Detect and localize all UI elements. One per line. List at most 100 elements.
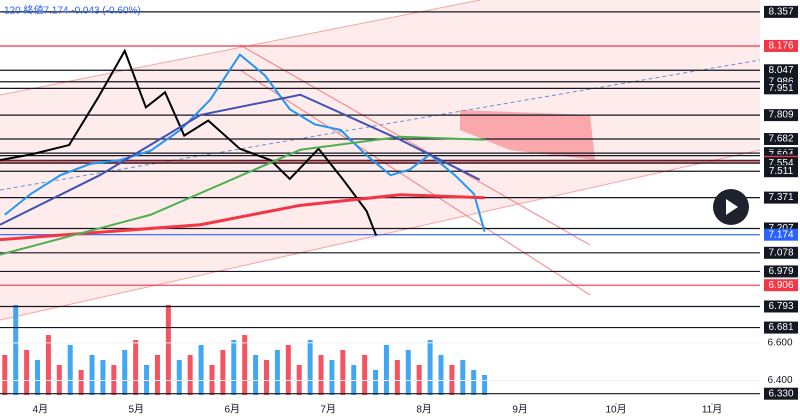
- price-line: [0, 193, 485, 242]
- y-tick-label: 6.400: [767, 375, 792, 386]
- volume-bar: [438, 355, 444, 395]
- level-label: 8.176: [768, 41, 793, 52]
- level-label: 7.986: [768, 76, 793, 87]
- x-tick-label: 6月: [224, 404, 240, 416]
- volume-bar: [13, 305, 19, 395]
- volume-bar: [154, 355, 160, 395]
- level-label-box: [764, 191, 798, 204]
- level-label: 8.357: [768, 7, 793, 18]
- level-label-box: [764, 165, 798, 178]
- volume-bar: [362, 355, 368, 395]
- price-line: [4, 53, 486, 232]
- level-label-box: [764, 5, 798, 18]
- volume-bar: [78, 370, 84, 395]
- volume-bar: [89, 355, 95, 395]
- level-label: 7.809: [768, 110, 793, 121]
- level-label: 7.371: [768, 192, 793, 203]
- level-label: 6.793: [768, 301, 793, 312]
- volume-bar: [144, 365, 150, 395]
- level-label-box: [764, 39, 798, 52]
- volume-bar: [242, 335, 248, 395]
- volume-bar: [231, 340, 237, 395]
- level-label: 7.554: [768, 158, 793, 169]
- volume-bar: [460, 360, 466, 395]
- volume-bar: [351, 365, 357, 395]
- level-label-box: [764, 82, 798, 95]
- volume-bar: [165, 305, 171, 395]
- level-label: 7.682: [768, 134, 793, 145]
- level-label-box: [764, 321, 798, 334]
- channel-line: [0, 0, 481, 96]
- volume-bar: [405, 350, 411, 395]
- level-label: 7.951: [768, 83, 793, 94]
- level-label: 7.511: [769, 166, 794, 177]
- x-tick-label: 4月: [33, 404, 49, 416]
- price-line: [0, 135, 485, 256]
- y-tick-label: 6.600: [767, 337, 792, 348]
- volume-bar: [296, 365, 302, 395]
- volume-bar: [209, 365, 215, 395]
- cloud: [460, 110, 595, 160]
- volume-bar: [2, 355, 8, 395]
- level-label: 6.681: [768, 322, 793, 333]
- volume-bar: [100, 360, 106, 395]
- volume-bar: [471, 370, 477, 395]
- level-label: 8.047: [768, 65, 793, 76]
- volume-bar: [373, 370, 379, 395]
- volume-bar: [340, 350, 346, 395]
- trend-line: [239, 44, 591, 246]
- volume-bar: [274, 350, 280, 395]
- level-label: 7.207: [768, 223, 793, 234]
- level-label: 6.979: [768, 266, 793, 277]
- level-label: 7.174: [768, 229, 793, 240]
- level-label-box: [764, 279, 798, 292]
- play-icon: [726, 199, 738, 215]
- volume-bar: [176, 360, 182, 395]
- volume-bar: [449, 365, 455, 395]
- volume-bar: [133, 340, 139, 395]
- level-label-box: [764, 265, 798, 278]
- volume-bar: [285, 345, 291, 395]
- level-label: 6.906: [768, 280, 793, 291]
- level-label-box: [764, 133, 798, 146]
- volume-bar: [383, 345, 389, 395]
- plot: [0, 11, 760, 395]
- volume-bar: [307, 340, 313, 395]
- volume-bar: [198, 345, 204, 395]
- x-tick-label: 8月: [416, 404, 432, 416]
- level-label-box: [764, 109, 798, 122]
- volume-bar: [45, 335, 51, 395]
- volume-bar: [111, 365, 117, 395]
- level-label-box: [764, 300, 798, 313]
- volume-bar: [394, 360, 400, 395]
- volume-bar: [482, 375, 488, 395]
- volume-bar: [264, 360, 270, 395]
- volume-bar: [35, 360, 41, 395]
- x-tick-label: 7月: [320, 404, 336, 416]
- price-axis: [760, 0, 800, 418]
- x-tick-label: 9月: [512, 404, 528, 416]
- volume-bar: [122, 350, 128, 395]
- level-label-box: [764, 64, 798, 77]
- level-label: 7.078: [768, 247, 793, 258]
- header: 120 終値7.174 -0.043 (-0.60%): [4, 4, 141, 17]
- x-tick-label: 5月: [128, 404, 144, 416]
- volume-bar: [253, 355, 259, 395]
- volume-bar: [416, 365, 422, 395]
- level-label-box: [764, 228, 798, 241]
- level-label-box: [764, 387, 798, 400]
- trend-line: [239, 69, 591, 296]
- volume-bar: [329, 360, 335, 395]
- volume-bar: [318, 355, 324, 395]
- level-label-box: [764, 246, 798, 259]
- price-line: [0, 48, 378, 236]
- x-tick-label: 11月: [702, 404, 722, 416]
- level-label: 6.330: [768, 388, 793, 399]
- volume-bar: [220, 350, 226, 395]
- volume-bar: [427, 340, 433, 395]
- price-line: [0, 93, 481, 226]
- volume-bar: [56, 365, 62, 395]
- volume-bar: [67, 345, 73, 395]
- dashed-line: [0, 59, 761, 191]
